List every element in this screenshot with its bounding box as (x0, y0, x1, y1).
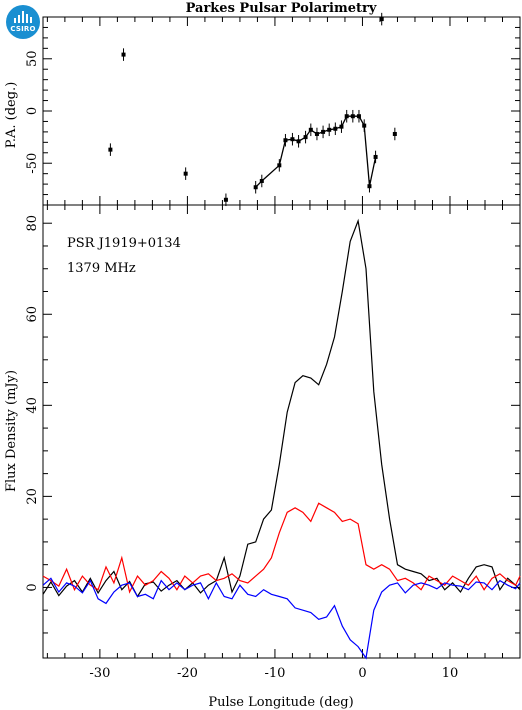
pa-point (333, 126, 338, 131)
flux-y-tick-label: 60 (25, 306, 40, 323)
pa-point (283, 138, 288, 143)
x-tick-label: -10 (264, 666, 285, 681)
pa-point (373, 154, 378, 159)
pa-point (108, 147, 113, 152)
circular-polarization-line (42, 577, 521, 660)
pa-point (356, 114, 361, 119)
flux-y-tick-label: 20 (25, 488, 40, 505)
pa-point (308, 127, 313, 132)
flux-y-tick-label: 0 (25, 583, 40, 591)
x-tick-label: 10 (442, 666, 459, 681)
pa-point (339, 124, 344, 129)
source-annotation: PSR J1919+0134 (67, 236, 181, 251)
total-intensity-line (42, 218, 521, 598)
linear-polarization-line (42, 502, 521, 594)
x-tick-label: 0 (358, 666, 366, 681)
pa-point (290, 137, 295, 142)
pa-point (259, 178, 264, 183)
pa-point (367, 184, 372, 189)
pa-point (121, 52, 126, 57)
pa-point (379, 17, 384, 22)
logo-text: CSIRO (10, 25, 36, 33)
pa-curve (255, 115, 377, 188)
frequency-annotation: 1379 MHz (67, 261, 136, 276)
csiro-logo: CSIRO (6, 5, 40, 39)
flux-y-axis-label: Flux Density (mJy) (4, 370, 19, 492)
pa-y-axis-label: P.A. (deg.) (4, 82, 19, 149)
pa-panel-frame (42, 16, 521, 206)
pa-point (183, 171, 188, 176)
pa-y-tick-label: 0 (25, 107, 40, 115)
x-tick-label: -20 (177, 666, 198, 681)
pa-point (362, 123, 367, 128)
flux-y-tick-label: 40 (25, 397, 40, 414)
pa-point (314, 131, 319, 136)
pa-y-tick-label: 50 (25, 51, 40, 68)
pa-point (321, 129, 326, 134)
x-axis-label: Pulse Longitude (deg) (208, 695, 353, 710)
flux-panel-frame (42, 204, 521, 659)
pa-point (392, 131, 397, 136)
pa-point (253, 185, 258, 190)
pa-point (344, 114, 349, 119)
pa-point (277, 163, 282, 168)
pa-point (296, 139, 301, 144)
pa-point (327, 127, 332, 132)
pa-point (303, 135, 308, 140)
chart-title: Parkes Pulsar Polarimetry (186, 1, 377, 16)
pa-y-tick-label: -50 (25, 153, 40, 174)
x-tick-label: -30 (89, 666, 110, 681)
pa-point (223, 197, 228, 202)
flux-y-tick-label: 80 (25, 215, 40, 232)
pa-point (350, 114, 355, 119)
logo-bars-icon (14, 11, 32, 23)
